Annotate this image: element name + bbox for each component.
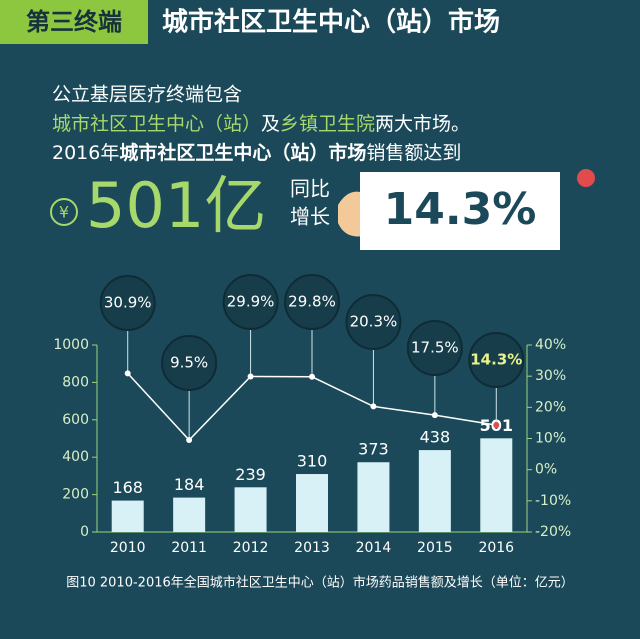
header-title: 城市社区卫生中心（站）市场 [162,7,500,38]
growth-label: 29.8% [288,293,336,311]
growth-box [360,172,560,250]
growth-label: 同比 [290,177,330,201]
text: 两大市场。 [375,113,470,135]
bar-value-label: 438 [420,428,451,447]
growth-point [370,403,377,410]
bar-value-label: 168 [112,478,143,497]
growth-label: 9.5% [170,354,208,372]
bar-value-label: 239 [235,465,266,484]
growth-point [431,412,438,419]
header-tag: 第三终端 [26,8,122,36]
y-tick-label: 0 [80,524,89,540]
bar [357,462,390,532]
ribbon-icon [577,169,595,187]
growth-label: 17.5% [411,339,459,357]
x-tick-label: 2016 [478,540,514,556]
intro-line: 2016年城市社区卫生中心（站）市场销售额达到 [52,141,461,164]
bar [418,450,451,532]
currency: ¥ [59,203,69,222]
growth-bubble [99,275,156,331]
highlight: 城市社区卫生中心（站）市场 [119,141,366,164]
header-tag-box [0,0,148,44]
highlight: 城市社区卫生中心（站） [52,113,261,135]
y-tick-label: 200 [62,487,89,503]
growth-bubble [345,294,402,350]
y2-tick-label: 10% [535,431,566,447]
growth-bubble [468,332,525,388]
growth-label: 30.9% [104,294,152,312]
x-tick-label: 2011 [171,540,207,556]
growth-label: 29.9% [227,293,275,311]
y-tick-label: 800 [62,374,89,390]
x-tick-label: 2015 [417,540,453,556]
growth-point [124,370,131,377]
growth-label: 增长 [290,205,330,229]
y2-tick-label: 20% [535,399,566,415]
growth-point [309,373,315,380]
text: 销售额达到 [366,142,461,164]
growth-bubble [284,274,340,330]
y-tick-label: 1000 [53,337,89,353]
highlight: 乡镇卫生院 [280,113,375,135]
intro-line: 公立基层医疗终端包含 [52,84,242,106]
bar [296,474,328,532]
bar-value-label: 184 [174,475,205,494]
bar [173,497,206,532]
bar [234,487,267,532]
bar [480,438,513,532]
growth-bubble [161,335,218,391]
y2-tick-label: -10% [535,493,571,509]
text: 2016年 [52,142,119,164]
x-tick-label: 2014 [356,540,392,556]
growth-point [493,422,500,429]
text: 及 [261,113,280,135]
growth-bubble [222,274,279,330]
y2-tick-label: 0% [535,462,557,478]
growth-label: 20.3% [350,313,398,331]
y2-tick-label: 40% [535,337,566,353]
chart: 0 200 400 600 800 1000 -20% -10% 0% 10% 20% 30% 40% 2… [53,274,571,556]
amount: 501亿 [86,169,266,242]
growth-label: 14.3% [470,351,522,369]
y2-tick-label: 30% [535,368,566,384]
x-tick-label: 2012 [233,540,269,556]
growth-point [186,437,193,444]
x-tick-label: 2010 [110,540,146,556]
bar-value-label: 310 [297,452,328,471]
bar-value-label: 373 [358,440,389,459]
intro-line: 城市社区卫生中心（站）及乡镇卫生院两大市场。 [52,113,470,135]
growth-point [247,373,254,380]
y-tick-label: 400 [62,449,89,465]
caption: 图10 2010-2016年全国城市社区卫生中心（站）市场药品销售额及增长（单位… [66,575,574,591]
bar [111,500,144,532]
y-tick-label: 600 [62,412,89,428]
y2-tick-label: -20% [535,524,571,540]
growth-bubble [406,320,463,376]
growth-value: 14.3% [384,184,537,235]
currency-ring [50,198,78,226]
x-tick-label: 2013 [294,540,330,556]
